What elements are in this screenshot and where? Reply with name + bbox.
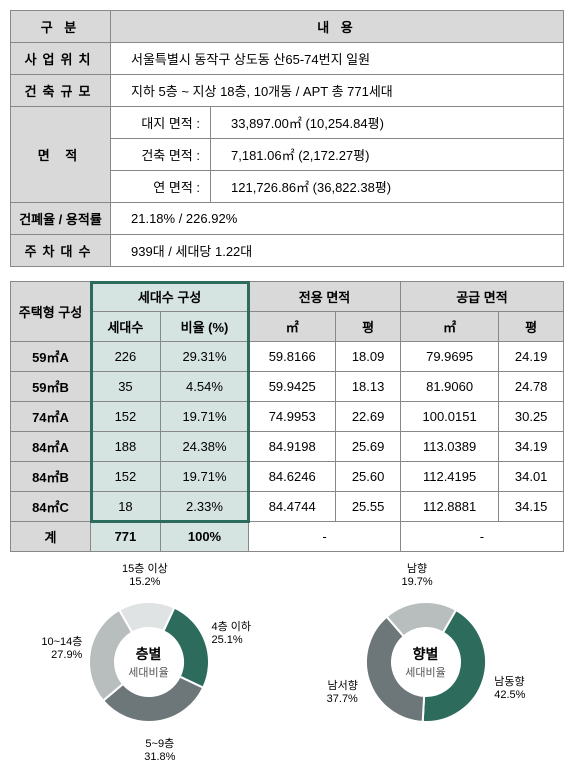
table-row: 59㎡A22629.31%59.816618.0979.969524.19 (11, 342, 564, 372)
donut-segment (163, 608, 209, 688)
header-unit-composition: 세대수 구성 (91, 282, 249, 312)
row-sp: 34.01 (499, 462, 564, 492)
label-area: 면 적 (11, 107, 111, 203)
row-ratio: 2.33% (160, 492, 248, 522)
row-label: 59㎡B (11, 372, 91, 402)
value-floor-area: 121,726.86㎡ (36,822.38평) (211, 171, 564, 203)
row-em: 84.9198 (249, 432, 336, 462)
direction-chart: 향별 세대비율 남동향42.5%남서향37.7%남향19.7% (296, 572, 556, 752)
row-sp: 34.15 (499, 492, 564, 522)
header-exclusive-area: 전용 면적 (249, 282, 401, 312)
header-ep: 평 (336, 312, 401, 342)
table-row: 59㎡B354.54%59.942518.1381.906024.78 (11, 372, 564, 402)
chart-segment-label: 남서향37.7% (327, 677, 358, 705)
project-info-table: 구 분 내 용 사업위치 서울특별시 동작구 상도동 산65-74번지 일원 건… (10, 10, 564, 267)
sublabel-site-area: 대지 면적 : (111, 107, 211, 139)
row-ep: 25.55 (336, 492, 401, 522)
floor-chart-sub: 세대비율 (128, 664, 168, 680)
chart-segment-label: 남동향42.5% (494, 673, 525, 701)
table-row: 74㎡A15219.71%74.995322.69100.015130.25 (11, 402, 564, 432)
row-ep: 18.09 (336, 342, 401, 372)
label-location: 사업위치 (11, 43, 111, 75)
row-sm: 81.9060 (400, 372, 498, 402)
value-coverage: 21.18% / 226.92% (111, 203, 564, 235)
sublabel-building-area: 건축 면적 : (111, 139, 211, 171)
row-sp: 34.19 (499, 432, 564, 462)
total-dash-1: - (249, 522, 401, 552)
row-ratio: 4.54% (160, 372, 248, 402)
row-sm: 113.0389 (400, 432, 498, 462)
total-label: 계 (11, 522, 91, 552)
header-sp: 평 (499, 312, 564, 342)
floor-chart-center: 층별 세대비율 (128, 644, 168, 680)
row-ep: 25.69 (336, 432, 401, 462)
direction-chart-sub: 세대비율 (405, 664, 445, 680)
row-count: 226 (91, 342, 161, 372)
row-label: 84㎡C (11, 492, 91, 522)
row-label: 84㎡B (11, 462, 91, 492)
unit-type-table: 주택형 구성 세대수 구성 전용 면적 공급 면적 세대수 비율 (%) ㎡ 평… (10, 281, 564, 552)
row-ratio: 24.38% (160, 432, 248, 462)
label-parking: 주차대수 (11, 235, 111, 267)
header-content: 내 용 (111, 11, 564, 43)
value-scale: 지하 5층 ~ 지상 18층, 10개동 / APT 총 771세대 (111, 75, 564, 107)
row-count: 18 (91, 492, 161, 522)
total-count: 771 (91, 522, 161, 552)
row-sp: 24.19 (499, 342, 564, 372)
chart-segment-label: 남향19.7% (401, 560, 432, 588)
row-ep: 18.13 (336, 372, 401, 402)
row-em: 59.9425 (249, 372, 336, 402)
chart-segment-label: 15층 이상15.2% (122, 560, 168, 588)
label-scale: 건축규모 (11, 75, 111, 107)
row-ratio: 19.71% (160, 402, 248, 432)
row-sm: 112.4195 (400, 462, 498, 492)
row-count: 188 (91, 432, 161, 462)
table-row: 84㎡C182.33%84.474425.55112.888134.15 (11, 492, 564, 522)
header-type: 주택형 구성 (11, 282, 91, 342)
floor-chart: 층별 세대비율 4층 이하25.1%5~9층31.8%10~14층27.9%15… (19, 572, 279, 752)
floor-chart-title: 층별 (128, 644, 168, 664)
value-location: 서울특별시 동작구 상도동 산65-74번지 일원 (111, 43, 564, 75)
total-ratio: 100% (160, 522, 248, 552)
row-count: 35 (91, 372, 161, 402)
header-sm: ㎡ (400, 312, 498, 342)
header-ratio: 비율 (%) (160, 312, 248, 342)
value-building-area: 7,181.06㎡ (2,172.27평) (211, 139, 564, 171)
table-row: 84㎡B15219.71%84.624625.60112.419534.01 (11, 462, 564, 492)
header-category: 구 분 (11, 11, 111, 43)
header-supply-area: 공급 면적 (400, 282, 563, 312)
row-em: 84.6246 (249, 462, 336, 492)
row-sp: 24.78 (499, 372, 564, 402)
header-count: 세대수 (91, 312, 161, 342)
row-sm: 100.0151 (400, 402, 498, 432)
row-label: 84㎡A (11, 432, 91, 462)
direction-chart-center: 향별 세대비율 (405, 644, 445, 680)
row-count: 152 (91, 462, 161, 492)
charts-row: 층별 세대비율 4층 이하25.1%5~9층31.8%10~14층27.9%15… (10, 572, 564, 752)
row-label: 74㎡A (11, 402, 91, 432)
row-em: 84.4744 (249, 492, 336, 522)
sublabel-floor-area: 연 면적 : (111, 171, 211, 203)
row-count: 152 (91, 402, 161, 432)
total-dash-2: - (400, 522, 563, 552)
chart-segment-label: 10~14층27.9% (41, 633, 82, 661)
row-em: 74.9953 (249, 402, 336, 432)
table-row: 84㎡A18824.38%84.919825.69113.038934.19 (11, 432, 564, 462)
row-ratio: 29.31% (160, 342, 248, 372)
header-em: ㎡ (249, 312, 336, 342)
direction-chart-title: 향별 (405, 644, 445, 664)
row-sm: 112.8881 (400, 492, 498, 522)
row-sm: 79.9695 (400, 342, 498, 372)
row-sp: 30.25 (499, 402, 564, 432)
row-em: 59.8166 (249, 342, 336, 372)
row-label: 59㎡A (11, 342, 91, 372)
row-ratio: 19.71% (160, 462, 248, 492)
value-parking: 939대 / 세대당 1.22대 (111, 235, 564, 267)
label-coverage: 건폐율 / 용적률 (11, 203, 111, 235)
row-ep: 22.69 (336, 402, 401, 432)
value-site-area: 33,897.00㎡ (10,254.84평) (211, 107, 564, 139)
chart-segment-label: 5~9층31.8% (144, 735, 175, 763)
row-ep: 25.60 (336, 462, 401, 492)
chart-segment-label: 4층 이하25.1% (212, 618, 252, 646)
